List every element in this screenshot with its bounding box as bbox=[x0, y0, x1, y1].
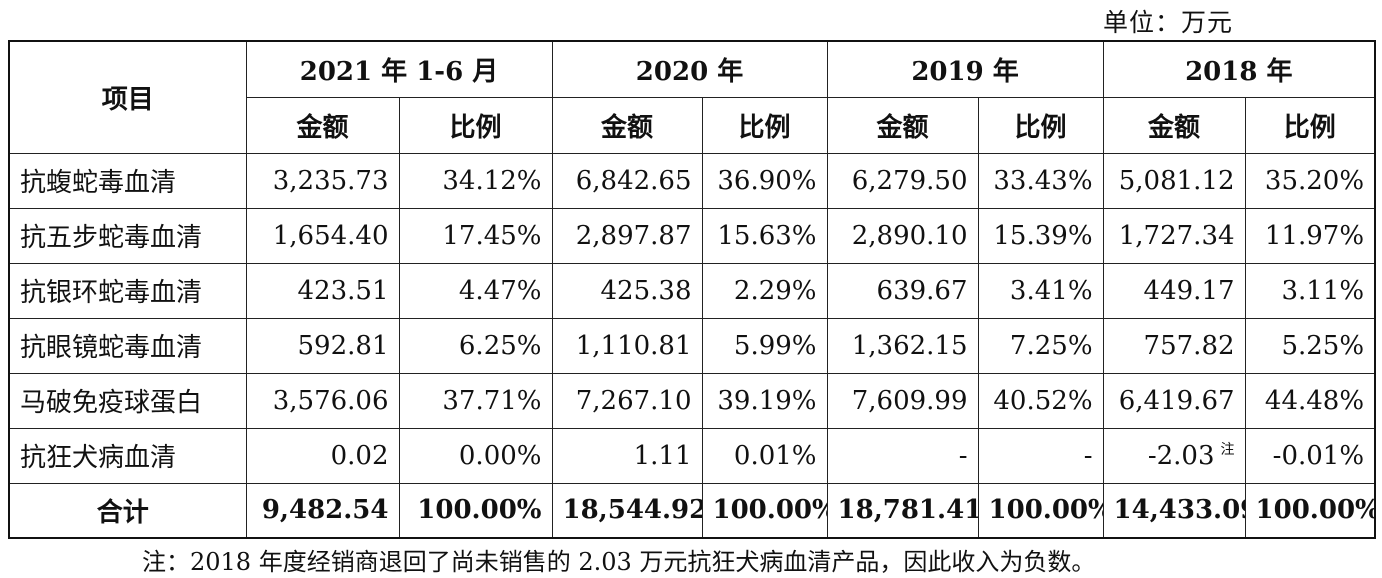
table-row: 马破免疫球蛋白 3,576.06 37.71% 7,267.10 39.19% … bbox=[8, 372, 1376, 429]
cell: 39.19% bbox=[701, 372, 828, 429]
cell: 18,544.92 bbox=[551, 482, 703, 539]
cell: 6.25% bbox=[398, 317, 553, 374]
cell: 1.11 bbox=[551, 427, 703, 484]
header-period-2018: 2018 年 bbox=[1102, 40, 1376, 98]
unit-label: 单位：万元 bbox=[1103, 8, 1234, 37]
cell: 6,279.50 bbox=[826, 152, 979, 209]
table-row: 抗眼镜蛇毒血清 592.81 6.25% 1,110.81 5.99% 1,36… bbox=[8, 317, 1376, 374]
revenue-table: 项目 2021 年 1-6 月 2020 年 2019 年 2018 年 金额 … bbox=[8, 40, 1377, 539]
header-amount: 金额 bbox=[245, 96, 400, 154]
cell: 9,482.54 bbox=[245, 482, 400, 539]
cell: 3.41% bbox=[977, 262, 1104, 319]
footnote: 注：2018 年度经销商退回了尚未销售的 2.03 万元抗狂犬病血清产品，因此收… bbox=[142, 548, 1096, 576]
cell: 35.20% bbox=[1244, 152, 1376, 209]
row-label: 马破免疫球蛋白 bbox=[8, 372, 247, 429]
cell: 100.00% bbox=[701, 482, 828, 539]
cell: 5,081.12 bbox=[1102, 152, 1246, 209]
cell: 14,433.09 bbox=[1102, 482, 1246, 539]
cell: 2,890.10 bbox=[826, 207, 979, 264]
cell: 1,362.15 bbox=[826, 317, 979, 374]
header-period-2019: 2019 年 bbox=[826, 40, 1104, 98]
header-amount: 金额 bbox=[551, 96, 703, 154]
cell: 639.67 bbox=[826, 262, 979, 319]
cell: -0.01% bbox=[1244, 427, 1376, 484]
cell: 7,609.99 bbox=[826, 372, 979, 429]
cell: 11.97% bbox=[1244, 207, 1376, 264]
cell: - bbox=[826, 427, 979, 484]
cell: 1,654.40 bbox=[245, 207, 400, 264]
cell: 17.45% bbox=[398, 207, 553, 264]
note-marker: 注 bbox=[1220, 441, 1235, 458]
cell: 15.39% bbox=[977, 207, 1104, 264]
cell-with-note: -2.03 注 bbox=[1102, 427, 1246, 484]
cell: 757.82 bbox=[1102, 317, 1246, 374]
header-ratio: 比例 bbox=[398, 96, 553, 154]
cell: 36.90% bbox=[701, 152, 828, 209]
cell: 18,781.41 bbox=[826, 482, 979, 539]
total-row: 合计 9,482.54 100.00% 18,544.92 100.00% 18… bbox=[8, 482, 1376, 539]
cell: 37.71% bbox=[398, 372, 553, 429]
row-label: 抗银环蛇毒血清 bbox=[8, 262, 247, 319]
table-row: 抗银环蛇毒血清 423.51 4.47% 425.38 2.29% 639.67… bbox=[8, 262, 1376, 319]
header-ratio: 比例 bbox=[1244, 96, 1376, 154]
cell: 0.02 bbox=[245, 427, 400, 484]
header-item: 项目 bbox=[8, 40, 247, 154]
header-ratio: 比例 bbox=[701, 96, 828, 154]
cell: 592.81 bbox=[245, 317, 400, 374]
cell: 423.51 bbox=[245, 262, 400, 319]
cell: 7,267.10 bbox=[551, 372, 703, 429]
table-row: 抗蝮蛇毒血清 3,235.73 34.12% 6,842.65 36.90% 6… bbox=[8, 152, 1376, 209]
cell: 5.25% bbox=[1244, 317, 1376, 374]
header-ratio: 比例 bbox=[977, 96, 1104, 154]
cell: 0.00% bbox=[398, 427, 553, 484]
cell: 44.48% bbox=[1244, 372, 1376, 429]
cell: 7.25% bbox=[977, 317, 1104, 374]
cell: 100.00% bbox=[398, 482, 553, 539]
cell: 100.00% bbox=[1244, 482, 1376, 539]
cell: 3,576.06 bbox=[245, 372, 400, 429]
cell: 449.17 bbox=[1102, 262, 1246, 319]
cell: 34.12% bbox=[398, 152, 553, 209]
cell: 2,897.87 bbox=[551, 207, 703, 264]
table-row: 抗狂犬病血清 0.02 0.00% 1.11 0.01% - - -2.03 注 … bbox=[8, 427, 1376, 484]
cell: 1,110.81 bbox=[551, 317, 703, 374]
cell: 6,842.65 bbox=[551, 152, 703, 209]
header-period-2021h1: 2021 年 1-6 月 bbox=[245, 40, 553, 98]
cell: 4.47% bbox=[398, 262, 553, 319]
cell: 40.52% bbox=[977, 372, 1104, 429]
cell: 100.00% bbox=[977, 482, 1104, 539]
cell: 15.63% bbox=[701, 207, 828, 264]
cell: 1,727.34 bbox=[1102, 207, 1246, 264]
cell: 5.99% bbox=[701, 317, 828, 374]
row-label: 抗眼镜蛇毒血清 bbox=[8, 317, 247, 374]
table-row: 抗五步蛇毒血清 1,654.40 17.45% 2,897.87 15.63% … bbox=[8, 207, 1376, 264]
cell: 425.38 bbox=[551, 262, 703, 319]
row-label: 抗蝮蛇毒血清 bbox=[8, 152, 247, 209]
total-label: 合计 bbox=[8, 482, 247, 539]
cell: 33.43% bbox=[977, 152, 1104, 209]
header-amount: 金额 bbox=[826, 96, 979, 154]
cell: 0.01% bbox=[701, 427, 828, 484]
cell: - bbox=[977, 427, 1104, 484]
header-period-2020: 2020 年 bbox=[551, 40, 828, 98]
cell: 3,235.73 bbox=[245, 152, 400, 209]
cell: 6,419.67 bbox=[1102, 372, 1246, 429]
cell: 2.29% bbox=[701, 262, 828, 319]
cell-value: -2.03 bbox=[1147, 440, 1215, 471]
header-amount: 金额 bbox=[1102, 96, 1246, 154]
row-label: 抗五步蛇毒血清 bbox=[8, 207, 247, 264]
row-label: 抗狂犬病血清 bbox=[8, 427, 247, 484]
cell: 3.11% bbox=[1244, 262, 1376, 319]
